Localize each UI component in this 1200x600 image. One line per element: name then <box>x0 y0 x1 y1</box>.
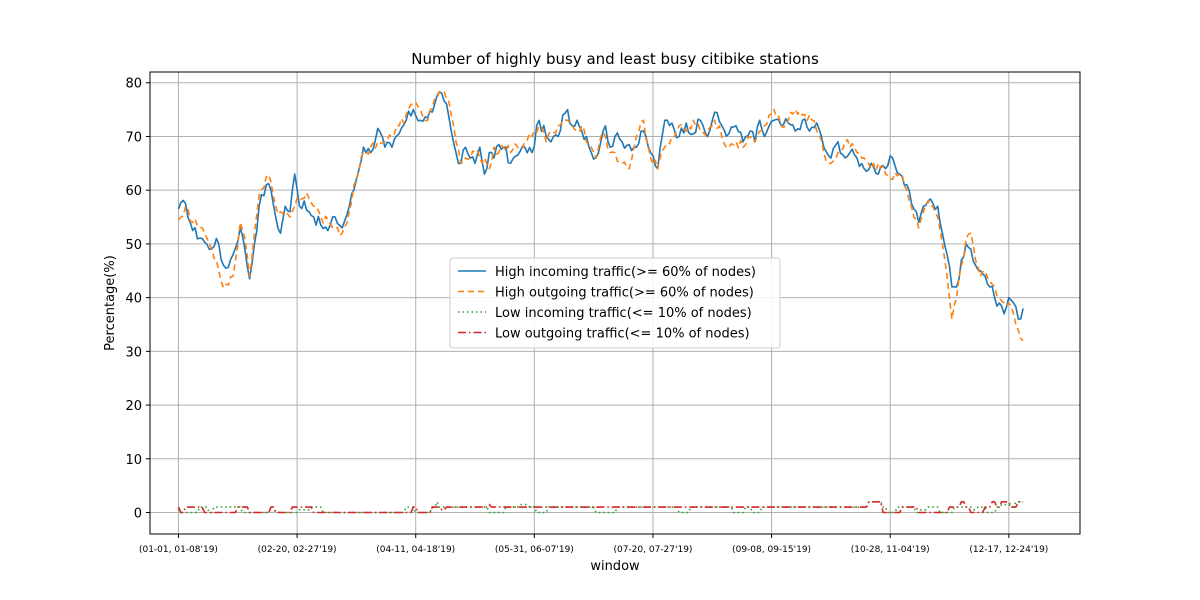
x-axis-label: window <box>590 559 640 574</box>
y-tick-label: 0 <box>134 507 142 522</box>
y-tick-label: 30 <box>125 345 142 360</box>
x-tick-label: (09-08, 09-15'19) <box>732 545 811 555</box>
series-lines <box>177 90 1024 514</box>
x-axis-ticks: (01-01, 01-08'19) (02-20, 02-27'19) (04-11… <box>139 534 1048 555</box>
x-tick-label: (04-11, 04-18'19) <box>376 545 455 555</box>
y-tick-label: 20 <box>125 399 142 414</box>
x-tick-label: (12-17, 12-24'19) <box>969 545 1048 555</box>
legend-label: Low outgoing traffic(<= 10% of nodes) <box>495 327 750 342</box>
x-tick-label: (02-20, 02-27'19) <box>258 545 337 555</box>
series-line <box>177 501 1024 514</box>
series-line <box>177 90 1024 342</box>
legend: High incoming traffic(>= 60% of nodes) Hi… <box>449 257 781 349</box>
y-axis-ticks: 0 10 20 30 40 50 60 70 80 <box>125 77 150 522</box>
y-tick-label: 80 <box>125 77 142 92</box>
series-line <box>177 90 1024 320</box>
x-tick-label: (05-31, 06-07'19) <box>495 545 574 555</box>
legend-label: Low incoming traffic(<= 10% of nodes) <box>495 306 752 321</box>
legend-box <box>449 257 781 349</box>
x-tick-label: (10-28, 11-04'19) <box>851 545 930 555</box>
y-tick-label: 70 <box>125 130 142 145</box>
x-tick-label: (07-20, 07-27'19) <box>613 545 692 555</box>
plot-frame <box>149 71 1081 535</box>
y-tick-label: 40 <box>125 292 142 307</box>
y-tick-label: 50 <box>125 238 142 253</box>
y-tick-label: 60 <box>125 184 142 199</box>
chart-title: Number of highly busy and least busy cit… <box>411 50 819 68</box>
y-axis-label: Percentage(%) <box>103 255 118 351</box>
legend-label: High outgoing traffic(>= 60% of nodes) <box>495 286 754 301</box>
legend-label: High incoming traffic(>= 60% of nodes) <box>495 265 756 280</box>
x-tick-label: (01-01, 01-08'19) <box>139 545 218 555</box>
y-tick-label: 10 <box>125 453 142 468</box>
